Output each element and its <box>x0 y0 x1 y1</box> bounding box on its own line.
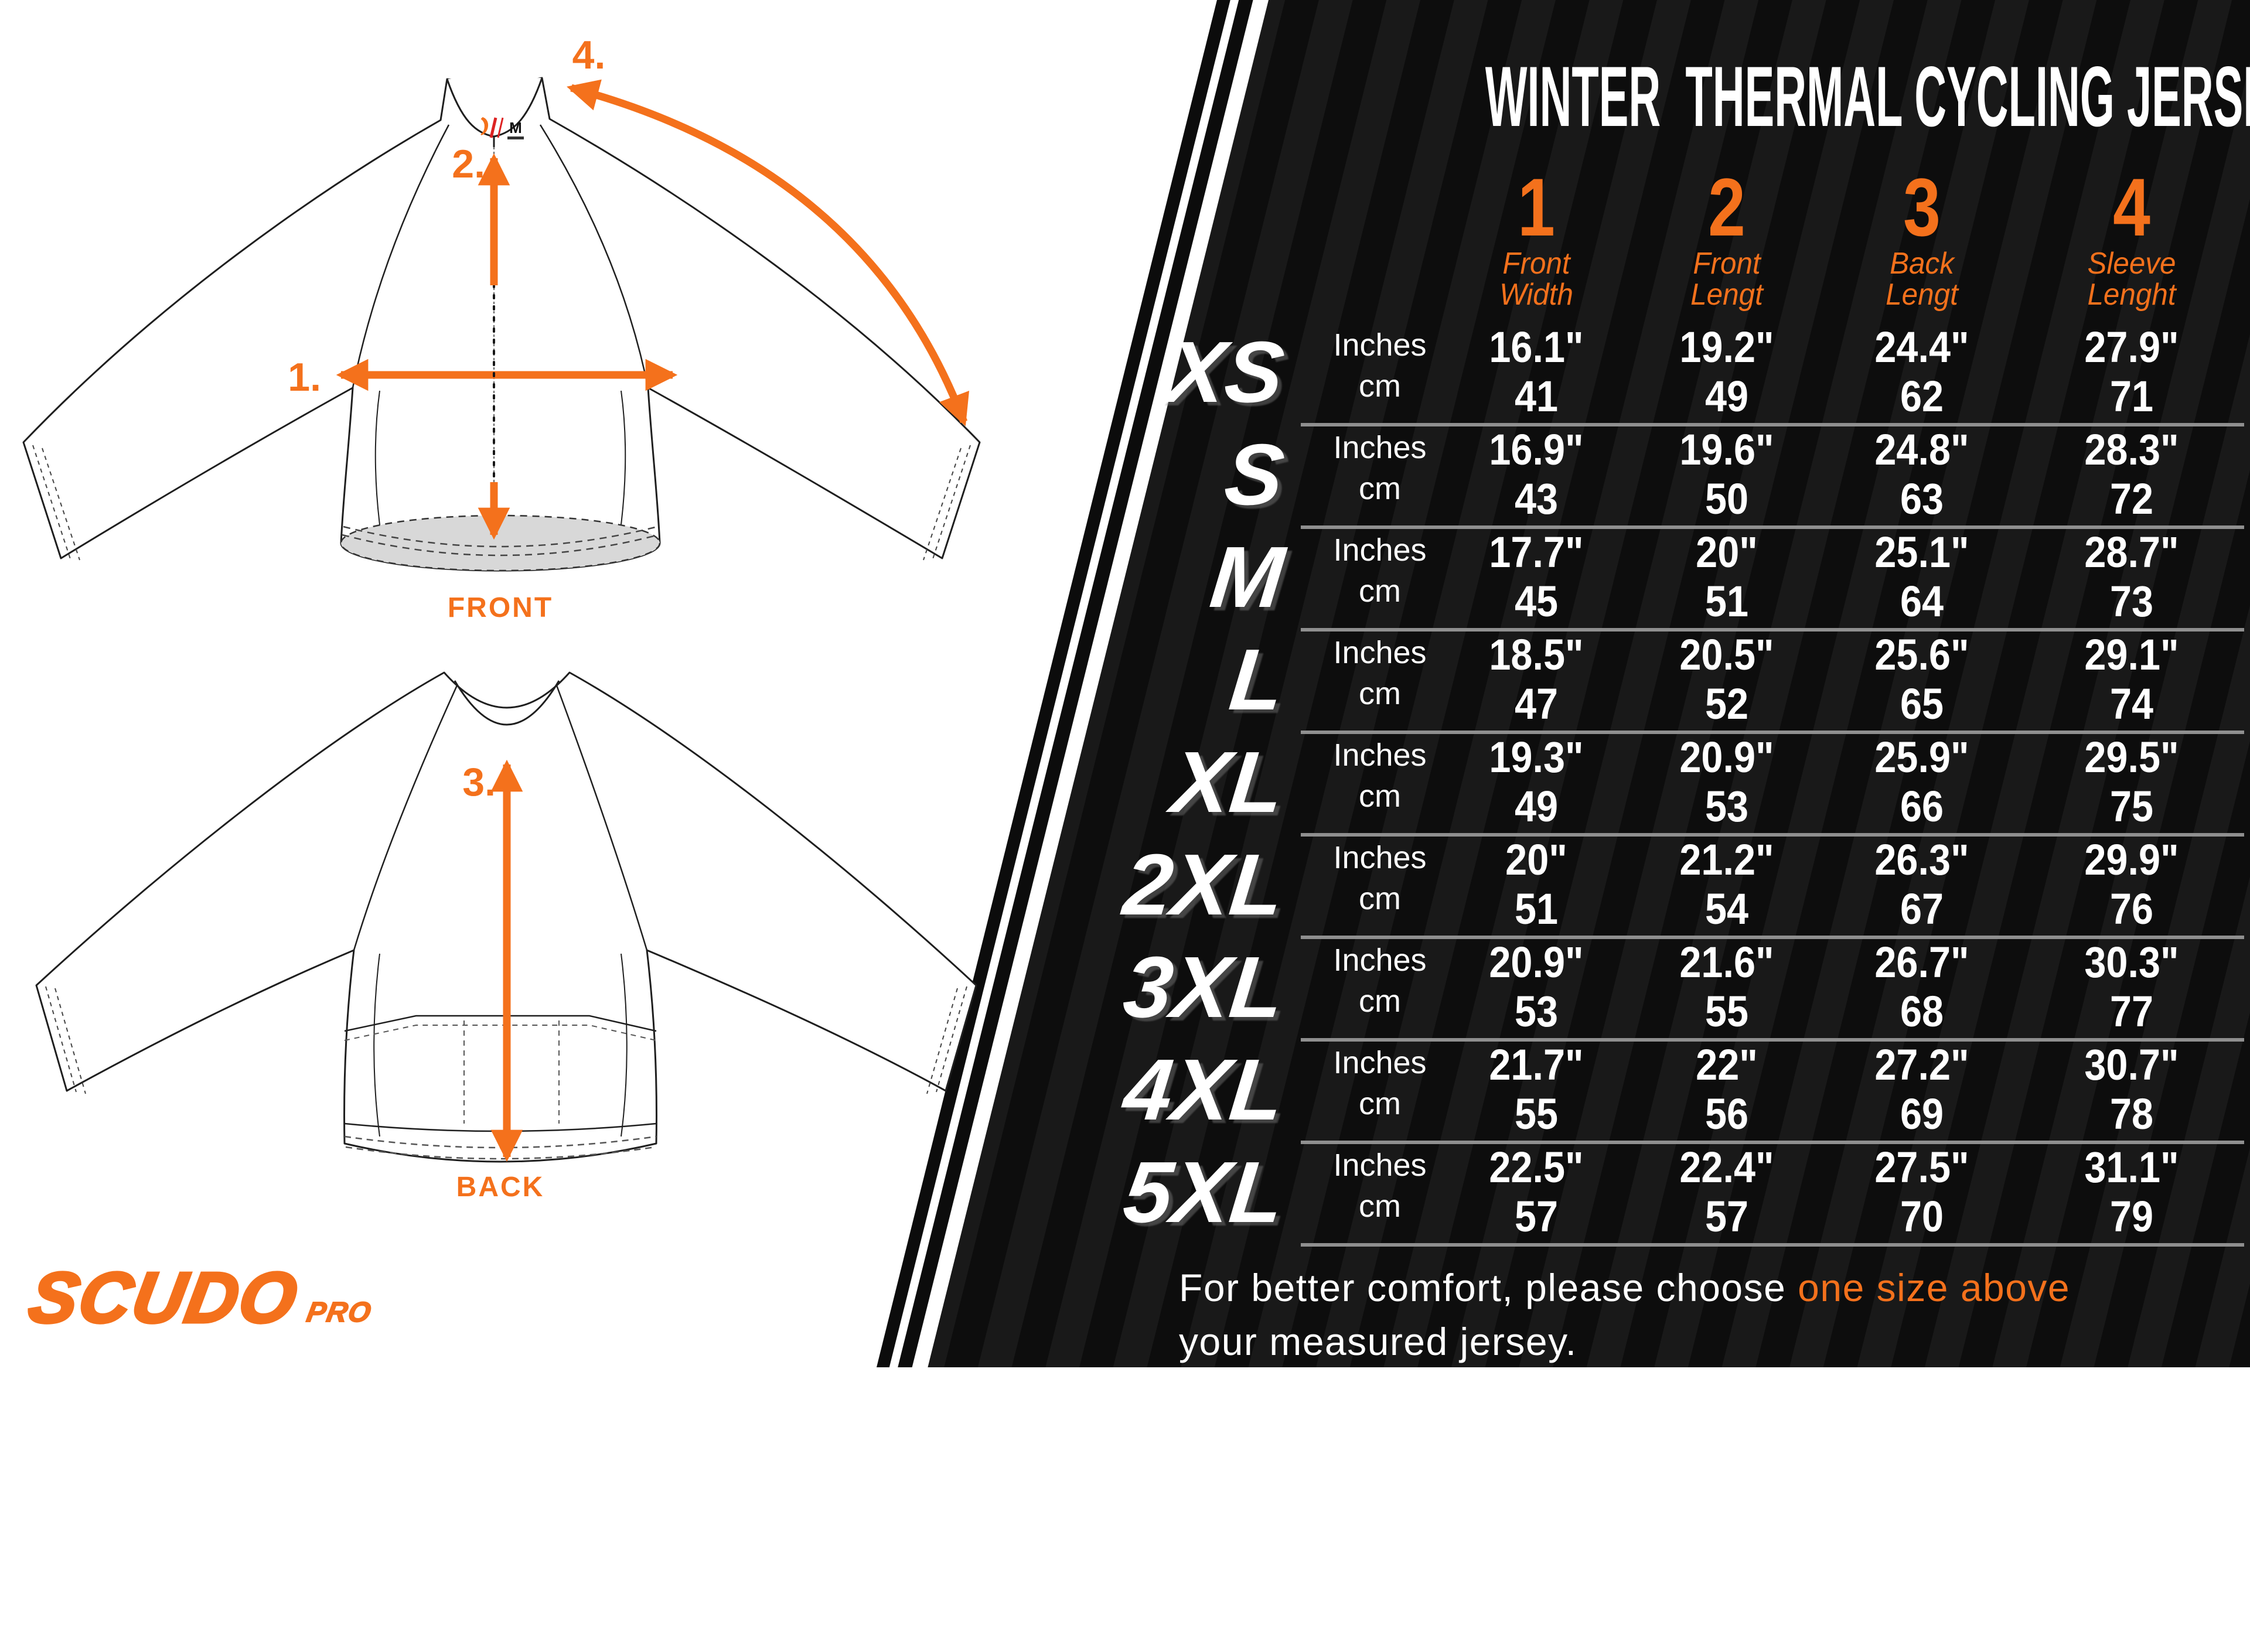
front-hem-opening <box>340 514 661 572</box>
column-header-front-length: 2 Front Lengt <box>1690 161 1763 312</box>
table-row: 5XL Inches cm 22.5" 57 22.4" 57 27.5" 70 31.… <box>1107 1142 2250 1247</box>
column-header-sleeve-length: 4 Sleeve Lenght <box>2087 161 2176 312</box>
table-row: 3XL Inches cm 20.9" 53 21.6" 55 26.7" 68 30.… <box>1107 937 2250 1042</box>
size-label: XS <box>1162 324 1288 421</box>
table-row: L Inches cm 18.5" 47 20.5" 52 25.6" 65 29.1"… <box>1107 630 2250 734</box>
collar-label: M <box>480 117 524 139</box>
unit-labels: Inches cm <box>1333 1148 1427 1224</box>
unit-labels: Inches cm <box>1333 533 1427 609</box>
size-label: L <box>1225 632 1288 728</box>
logo-scudo-text: SCUDO <box>22 1257 306 1339</box>
logo-pro-text: PRO <box>304 1296 374 1329</box>
size-label: XL <box>1167 734 1288 831</box>
column-header-back-length: 3 Back Lengt <box>1886 161 1958 312</box>
collar-logo-icon <box>480 117 488 135</box>
size-label: 4XL <box>1119 1042 1288 1138</box>
page-title: WINTER THERMAL CYCLING JERSEY-WOMAN <box>1485 49 2250 144</box>
front-width-label: 1. <box>288 355 321 400</box>
table-row: S Inches cm 16.9" 43 19.6" 50 24.8" 63 28.3"… <box>1107 425 2250 529</box>
note-highlight: one size above <box>1798 1266 2071 1309</box>
unit-labels: Inches cm <box>1333 738 1427 814</box>
table-header: 1 Front Width 2 Front Lengt 3 Back Lengt 4 … <box>1107 161 2250 326</box>
note-line1: For better comfort, please choose one si… <box>1179 1266 2071 1309</box>
table-row: 4XL Inches cm 21.7" 55 22" 56 27.2" 69 30.7"… <box>1107 1040 2250 1144</box>
size-label: S <box>1220 426 1288 523</box>
front-length-label: 2. <box>452 142 485 186</box>
size-label: M <box>1206 529 1288 626</box>
unit-labels: Inches cm <box>1333 327 1427 404</box>
front-jersey-outline <box>22 77 981 572</box>
sleeve-length-arrow <box>567 79 970 426</box>
unit-labels: Inches cm <box>1333 430 1427 506</box>
collar-size-text: M <box>509 119 522 136</box>
table-row: M Inches cm 17.7" 45 20" 51 25.1" 64 28.7" 73 <box>1107 527 2250 632</box>
column-header-front-width: 1 Front Width <box>1499 161 1573 312</box>
front-caption: FRONT <box>448 592 553 623</box>
front-jersey-diagram: M 1. 2. 4. FRONT <box>0 32 996 624</box>
sleeve-length-label: 4. <box>572 33 606 77</box>
brand-logo: SCUDO PRO <box>22 1257 375 1339</box>
size-label: 2XL <box>1119 837 1288 933</box>
unit-labels: Inches cm <box>1333 840 1427 916</box>
unit-labels: Inches cm <box>1333 1045 1427 1121</box>
unit-labels: Inches cm <box>1333 943 1427 1019</box>
unit-labels: Inches cm <box>1333 635 1427 711</box>
back-jersey-diagram: 3. BACK <box>0 644 996 1207</box>
back-caption: BACK <box>456 1172 545 1203</box>
table-row: XL Inches cm 19.3" 49 20.9" 53 25.9" 66 29.5… <box>1107 732 2250 837</box>
table-row: 2XL Inches cm 20" 51 21.2" 54 26.3" 67 29.9"… <box>1107 835 2250 939</box>
back-length-label: 3. <box>462 760 496 804</box>
size-label: 5XL <box>1119 1144 1288 1241</box>
comfort-note: For better comfort, please choose one si… <box>1179 1261 2239 1368</box>
table-row: XS Inches cm 16.1" 41 19.2" 49 24.4" 62 27.9… <box>1107 322 2250 426</box>
size-table: XS Inches cm 16.1" 41 19.2" 49 24.4" 62 27.9… <box>1107 322 2250 1247</box>
note-line2: your measured jersey. <box>1179 1320 1577 1363</box>
size-label: 3XL <box>1119 939 1288 1036</box>
